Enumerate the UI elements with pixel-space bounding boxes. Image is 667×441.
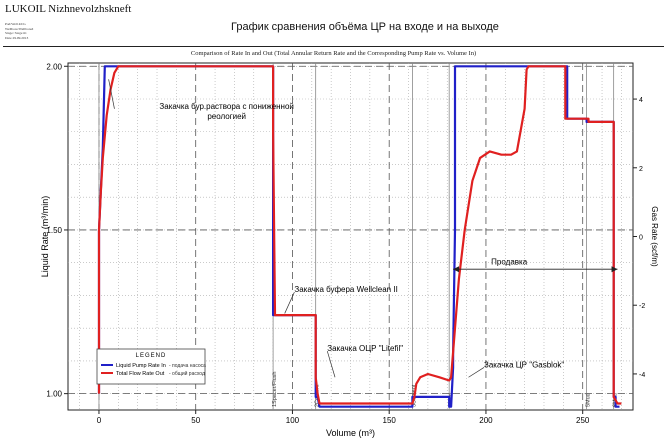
well-info-line: Date 29.09.2013: [5, 35, 29, 40]
legend-box: [96, 348, 206, 385]
arrow-head-right: [611, 266, 618, 273]
stage-marker-label: 1Spacer/Flush: [272, 372, 278, 407]
well-info-line: Wellbore/Wellbore#: [5, 26, 34, 31]
annotation-pointer: [108, 79, 115, 109]
legend-title: LEGEND: [136, 353, 167, 359]
y2-tick-label: -2: [639, 303, 645, 310]
arrow-head-left: [453, 266, 460, 273]
well-info: Pad/Well #2/G Wellbore/Wellbore# Stage: …: [5, 22, 33, 40]
y2-tick-label: 4: [639, 97, 643, 104]
chart-annotation: реологией: [207, 112, 246, 121]
chart-annotation: Закачка ОЦР "Litefil": [327, 344, 403, 353]
x-axis-label: Volume (m³): [326, 428, 375, 438]
x-tick-label: 100: [286, 416, 300, 425]
chart-annotation: Продавка: [491, 257, 528, 266]
stage-marker-label: 5Mud: [586, 393, 592, 407]
legend-entry-note: - общий расход: [169, 370, 205, 377]
series-line: [97, 65, 622, 405]
x-tick-label: 250: [576, 416, 590, 425]
x-tick-label: 0: [97, 416, 102, 425]
annotation-pointer: [326, 350, 336, 378]
chart-annotation: Закачка буфера Wellclean II: [294, 285, 397, 294]
legend-entry-note: - подача насоса: [169, 363, 206, 369]
x-tick-label: 150: [383, 416, 397, 425]
y2-tick-label: 2: [639, 166, 643, 173]
well-info-line: Pad/Well #2/G: [5, 22, 26, 26]
chart-annotation: Закачка бур.раствора с пониженной: [159, 102, 293, 111]
annotation-pointer: [468, 367, 485, 378]
x-tick-label: 50: [191, 416, 200, 425]
legend-entry-label: Liquid Pump Rate In: [116, 363, 166, 369]
legend-entry-label: Total Flow Rate Out: [116, 371, 165, 377]
y-tick-label: 1.50: [46, 226, 62, 235]
page-title: График сравнения объёма ЦР на входе и на…: [231, 21, 499, 33]
company-name: LUKOIL Nizhnevolzhskneft: [5, 3, 132, 15]
header-divider: [3, 46, 664, 47]
y-axis-label: Liquid Rate (m³/min): [40, 196, 50, 278]
y-tick-label: 2.00: [46, 62, 62, 71]
y2-tick-label: -4: [639, 372, 645, 379]
y2-tick-label: 0: [639, 235, 643, 242]
well-info-line: Stage: Stage #1: [5, 31, 27, 36]
y2-axis-label: Gas Rate (scf/m): [650, 206, 659, 267]
chart-subtitle: Comparison of Rate In and Out (Total Ann…: [190, 50, 477, 57]
chart-annotation: Закачка ЦР "Gasblok": [484, 360, 564, 369]
y-tick-label: 1.00: [46, 390, 62, 399]
x-tick-label: 200: [479, 416, 493, 425]
annotation-pointer: [284, 292, 295, 314]
